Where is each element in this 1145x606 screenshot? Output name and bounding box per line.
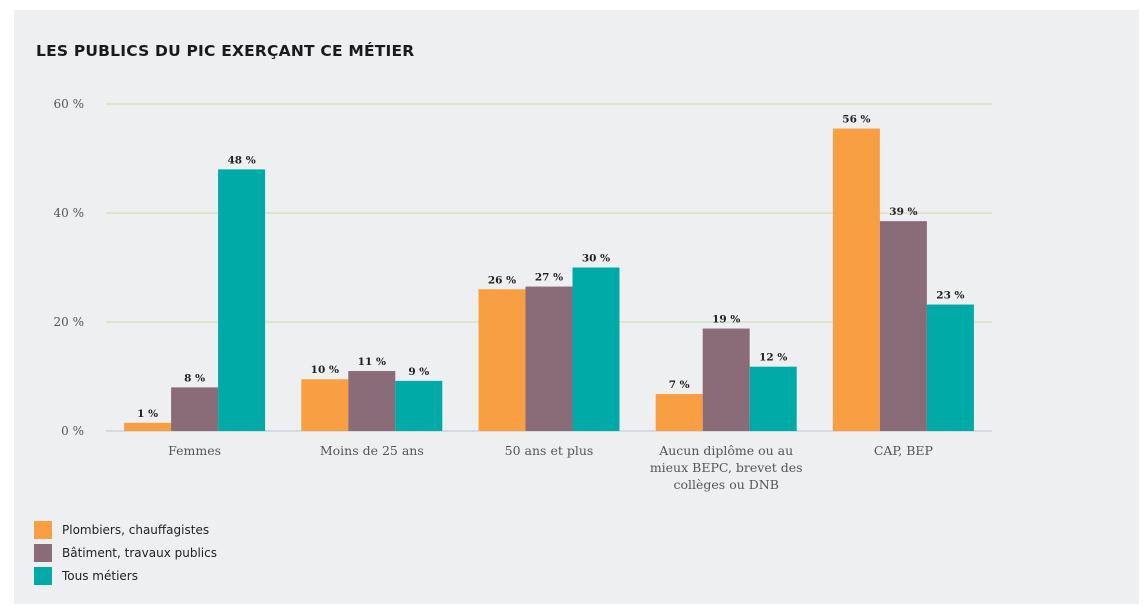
legend-label: Bâtiment, travaux publics: [62, 545, 217, 560]
x-tick-label: 50 ans et plus: [505, 443, 594, 458]
data-label: 27 %: [535, 272, 563, 284]
bar: [124, 422, 172, 431]
legend-item-tous-metiers[interactable]: Tous métiers: [34, 564, 217, 587]
data-label: 30 %: [582, 253, 610, 265]
x-tick-label: mieux BEPC, brevet des: [650, 460, 803, 475]
bar: [478, 289, 526, 431]
chart-panel: LES PUBLICS DU PIC EXERÇANT CE MÉTIER 0 …: [14, 10, 1139, 604]
bar: [655, 393, 703, 431]
bar-chart: 0 % 20 % 40 % 60 % 1 % 8 % 48 % Femmes 10 % 11 % 9…: [54, 97, 992, 492]
bar: [749, 366, 797, 431]
data-label: 26 %: [488, 274, 516, 286]
data-label: 23 %: [936, 290, 964, 302]
data-label: 9 %: [408, 366, 429, 378]
legend-item-plombiers[interactable]: Plombiers, chauffagistes: [34, 518, 217, 541]
bar: [218, 169, 266, 431]
bar: [301, 379, 349, 431]
data-label: 56 %: [842, 114, 870, 126]
legend-swatch: [34, 566, 52, 585]
x-tick-label: CAP, BEP: [874, 443, 933, 458]
y-tick-label: 0 %: [61, 424, 84, 438]
bar: [879, 221, 927, 431]
data-label: 48 %: [227, 154, 255, 166]
data-label: 19 %: [712, 314, 740, 326]
legend-item-batiment[interactable]: Bâtiment, travaux publics: [34, 541, 217, 564]
chart-legend: Plombiers, chauffagistes Bâtiment, trava…: [34, 518, 217, 587]
bar: [832, 128, 880, 431]
data-label: 10 %: [311, 364, 339, 376]
bar: [348, 371, 396, 431]
bar: [395, 380, 443, 431]
legend-label: Plombiers, chauffagistes: [62, 522, 210, 537]
legend-swatch: [34, 543, 52, 562]
x-tick-label: Aucun diplôme ou au: [658, 443, 793, 458]
data-label: 1 %: [137, 408, 158, 420]
bar: [171, 387, 219, 431]
data-label: 11 %: [358, 356, 386, 368]
bar: [926, 304, 974, 431]
x-tick-label: Moins de 25 ans: [320, 443, 424, 458]
bar: [525, 286, 573, 431]
legend-swatch: [34, 520, 52, 539]
chart-title: LES PUBLICS DU PIC EXERÇANT CE MÉTIER: [36, 42, 415, 60]
data-label: 8 %: [184, 372, 205, 384]
legend-label: Tous métiers: [62, 568, 138, 583]
y-tick-label: 40 %: [54, 206, 85, 220]
y-tick-label: 60 %: [54, 97, 85, 111]
data-label: 12 %: [759, 352, 787, 364]
y-tick-label: 20 %: [54, 315, 85, 329]
x-tick-label: Femmes: [168, 443, 221, 458]
bar: [572, 267, 620, 431]
x-tick-label: collèges ou DNB: [673, 477, 778, 492]
data-label: 39 %: [889, 206, 917, 218]
data-label: 7 %: [669, 379, 690, 391]
bar: [702, 328, 750, 431]
